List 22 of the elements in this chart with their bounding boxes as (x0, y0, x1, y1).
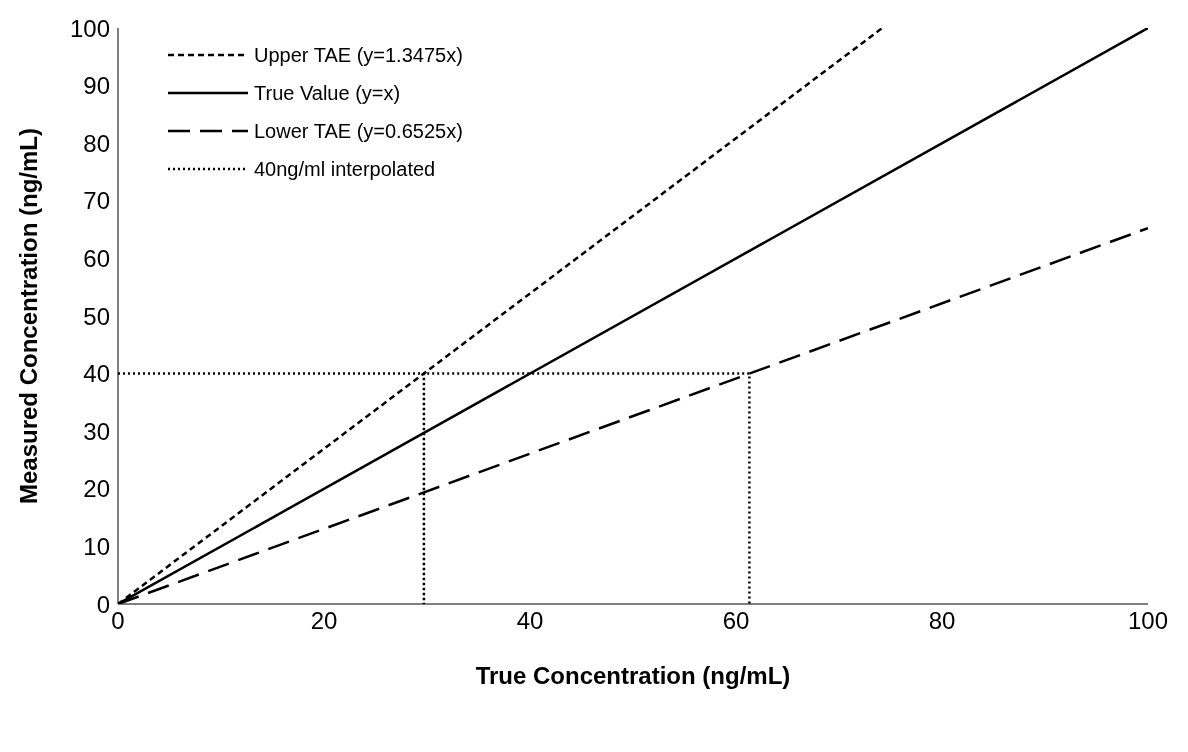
y-tick-label: 90 (83, 72, 110, 100)
y-axis-title: Measured Concentration (ng/mL) (14, 127, 42, 505)
x-tick-label: 40 (516, 607, 544, 635)
legend-label: True Value (y=x) (254, 81, 401, 106)
y-tick-label: 10 (83, 532, 110, 560)
x-tick-label: 80 (928, 607, 956, 635)
x-tick-label: 20 (310, 607, 338, 635)
y-tick-label: 70 (83, 187, 110, 215)
legend-label: 40ng/ml interpolated (254, 157, 436, 182)
legend-label: Upper TAE (y=1.3475x) (254, 43, 463, 68)
legend-label: Lower TAE (y=0.6525x) (254, 119, 463, 144)
y-tick-label: 50 (83, 302, 110, 330)
y-tick-label: 60 (83, 244, 110, 272)
y-tick-label: 80 (83, 129, 110, 157)
y-tick-label: 0 (96, 590, 110, 618)
x-tick-label: 60 (722, 607, 750, 635)
y-tick-label: 20 (83, 475, 110, 503)
y-tick-label: 30 (83, 417, 110, 445)
y-tick-label: 100 (69, 14, 110, 42)
x-tick-label: 100 (1127, 607, 1169, 635)
y-tick-label: 40 (83, 360, 110, 388)
x-axis-title: True Concentration (ng/mL) (475, 662, 791, 689)
